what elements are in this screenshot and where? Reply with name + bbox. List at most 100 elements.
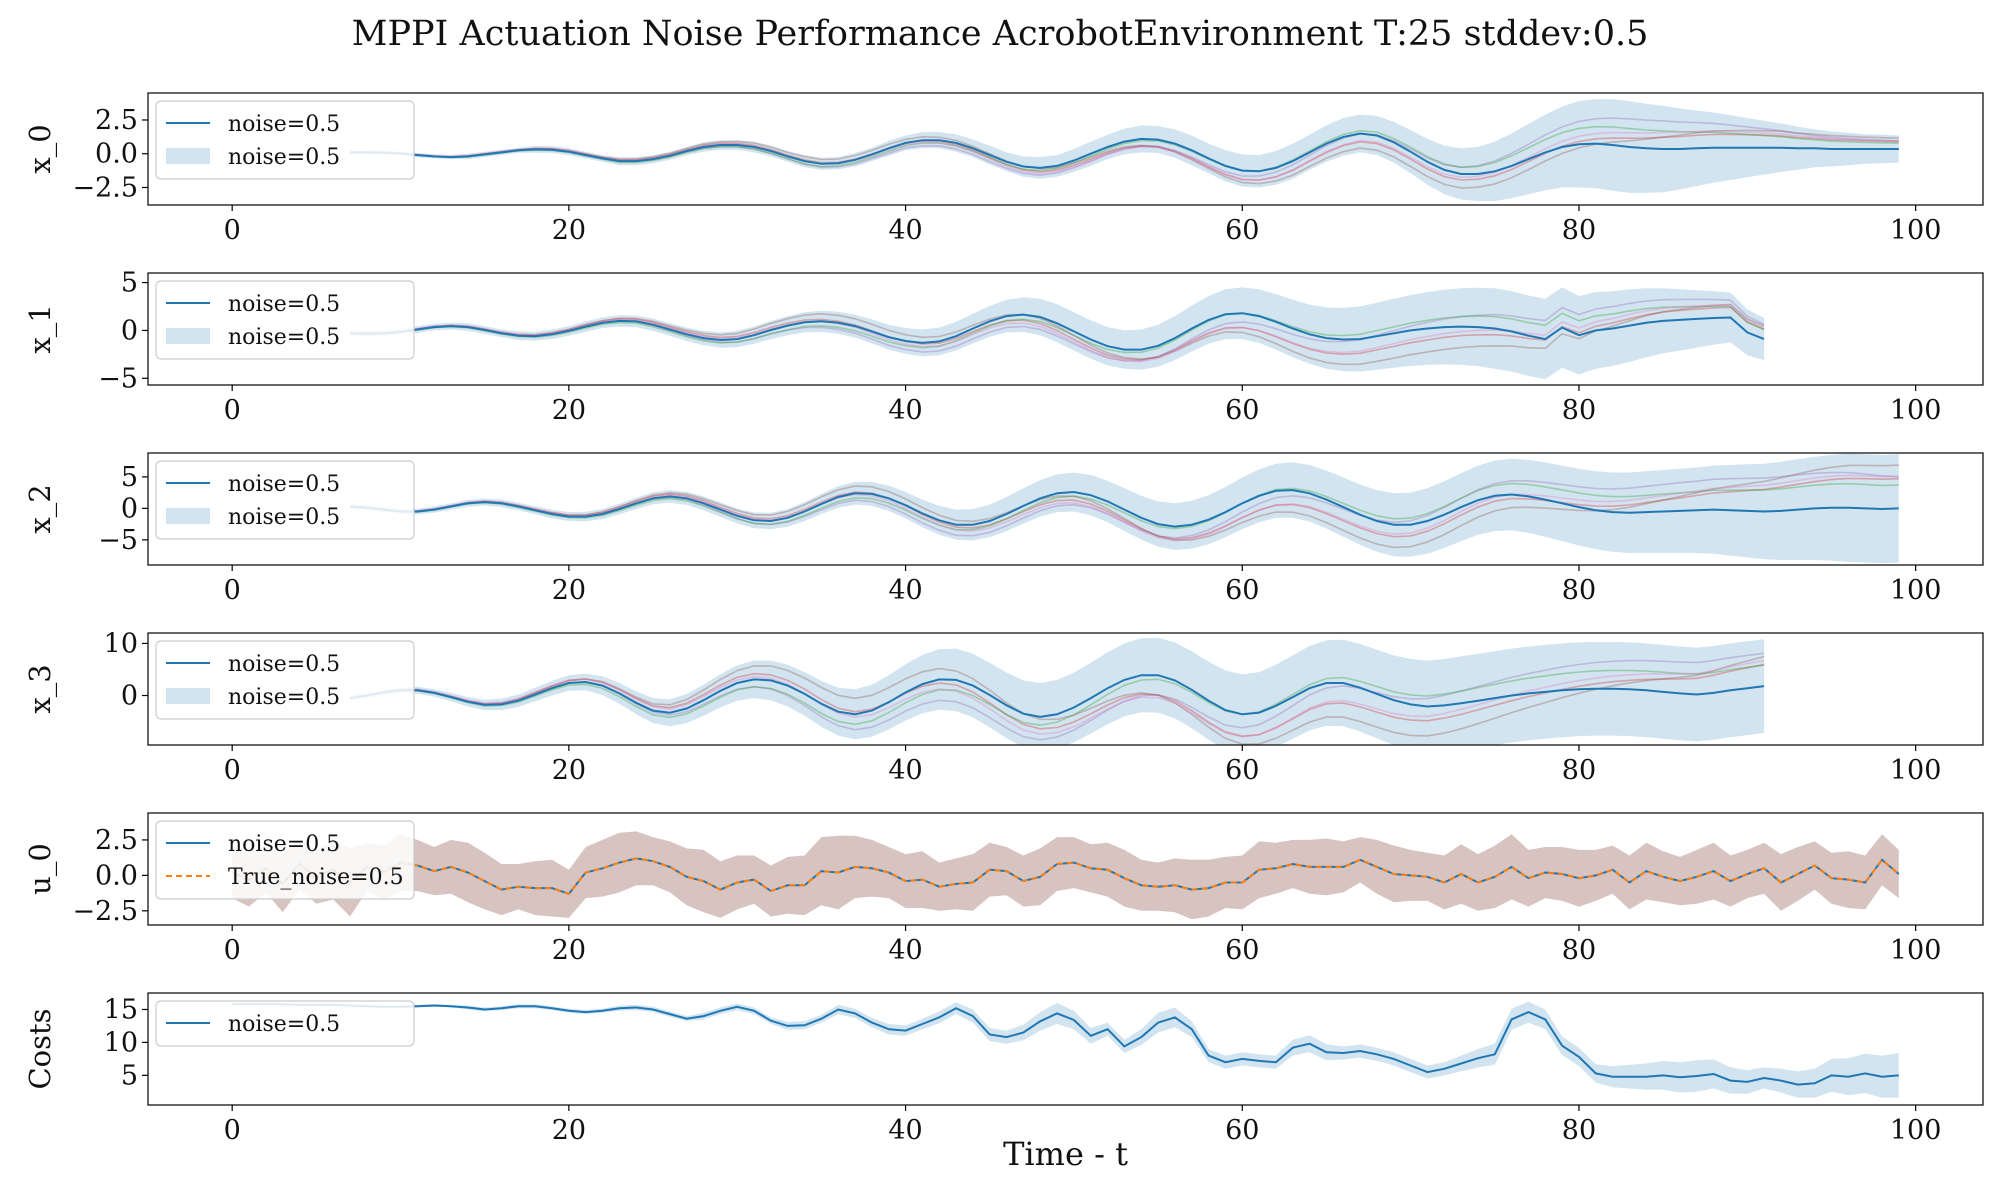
x-tick-label: 80 [1562, 395, 1596, 426]
x-tick-label: 80 [1562, 1115, 1596, 1146]
axes-frame [147, 92, 1984, 206]
rollout-line [349, 477, 1899, 540]
legend-band-icon [166, 688, 210, 704]
subplot-u_0: 0 20 40 60 80 100 −2.5 0.0 2.5 u_0 noise=0.5 True_n… [23, 812, 1984, 966]
x-tick-label: 20 [552, 1115, 586, 1146]
legend-band-icon [166, 328, 210, 344]
x-tick-label: 40 [888, 215, 922, 246]
rollout-line [349, 303, 1765, 366]
y-tick-label: 5 [121, 1060, 138, 1091]
rollout-line [349, 655, 1765, 745]
std-band [350, 453, 1899, 564]
legend-band-icon [166, 148, 210, 164]
x-tick-label: 60 [1225, 1115, 1259, 1146]
x-tick-label: 60 [1225, 575, 1259, 606]
y-tick-label: 10 [104, 628, 138, 659]
rollout-line [350, 133, 1899, 181]
y-tick-label: 5 [121, 268, 138, 299]
rollout-line [350, 129, 1899, 189]
x-tick-label: 60 [1225, 215, 1259, 246]
figure-title: MPPI Actuation Noise Performance Acrobot… [351, 14, 1649, 54]
rollout-line [349, 474, 1899, 542]
legend-frame [155, 280, 415, 360]
x-tick-label: 60 [1225, 935, 1259, 966]
x-tick-label: 0 [224, 1115, 241, 1146]
legend: noise=0.5 noise=0.5 [155, 640, 415, 720]
legend-frame [155, 820, 415, 900]
y-axis-label: Costs [23, 1008, 57, 1089]
legend: noise=0.5 noise=0.5 [155, 460, 415, 540]
y-tick-label: −5 [98, 363, 138, 394]
plot-area [349, 453, 1899, 564]
subplot-x_0: 0 20 40 60 80 100−2.50.02.5x_0 noise=0.5noise=… [23, 92, 1984, 246]
subplot-x_3: 0 20 40 60 80 100 0 10 x_3 noise=0.5 noise=0.5 [23, 628, 1984, 786]
series-line [349, 674, 1765, 718]
plot-area [349, 99, 1899, 201]
legend: noise=0.5 True_noise=0.5 [155, 820, 415, 900]
legend-label: noise=0.5 [228, 112, 340, 137]
legend-label: noise=0.5 [228, 505, 340, 530]
y-tick-label: 15 [104, 994, 138, 1025]
axes-frame [147, 452, 1984, 566]
rollout-line [349, 664, 1765, 727]
legend: noise=0.5 noise=0.5 [155, 280, 415, 360]
rollout-line [349, 659, 1765, 738]
series-line [349, 489, 1899, 528]
x-tick-label: 0 [224, 935, 241, 966]
x-tick-label: 40 [888, 395, 922, 426]
plot-area [349, 637, 1765, 745]
y-tick-label: 0.0 [95, 860, 138, 891]
axes-frame [147, 812, 1984, 926]
x-tick-label: 20 [552, 215, 586, 246]
y-axis-label: u_0 [23, 843, 58, 895]
x-tick-label: 20 [552, 755, 586, 786]
x-tick-label: 40 [888, 1115, 922, 1146]
x-tick-label: 0 [224, 755, 241, 786]
plot-area [231, 831, 1900, 920]
x-tick-label: 0 [224, 575, 241, 606]
x-tick-label: 80 [1562, 935, 1596, 966]
x-tick-label: 40 [888, 755, 922, 786]
y-axis-label: x_3 [23, 664, 58, 713]
x-tick-label: 0 [224, 215, 241, 246]
legend-frame [155, 460, 415, 540]
legend-frame [155, 100, 415, 180]
legend: noise=0.5 noise=0.5 [155, 100, 415, 180]
y-tick-label: 2.5 [95, 825, 138, 856]
x-tick-label: 0 [224, 395, 241, 426]
legend-frame [155, 1000, 415, 1047]
std-band [232, 831, 1899, 920]
series-line [231, 857, 1900, 895]
std-band [350, 287, 1765, 380]
y-axis-label: x_1 [23, 304, 58, 353]
x-tick-label: 60 [1225, 395, 1259, 426]
x-tick-label: 20 [552, 575, 586, 606]
rollout-line [349, 663, 1765, 738]
rollout-line [349, 125, 1899, 172]
y-axis-label: x_2 [23, 484, 58, 533]
x-tick-label: 20 [552, 935, 586, 966]
rollout-line [349, 306, 1765, 361]
rollout-line [349, 305, 1765, 354]
x-tick-label: 60 [1225, 755, 1259, 786]
y-tick-label: 5 [121, 462, 138, 493]
x-tick-label: 100 [1890, 575, 1942, 606]
legend-label: noise=0.5 [228, 1012, 340, 1037]
x-axis-label: Time - t [1003, 1135, 1128, 1173]
legend-label: noise=0.5 [228, 292, 340, 317]
legend: noise=0.5 [155, 1000, 415, 1047]
x-tick-label: 40 [888, 575, 922, 606]
axes-frame [147, 992, 1984, 1106]
axes-frame [147, 632, 1984, 746]
y-tick-label: 0 [121, 315, 138, 346]
x-tick-label: 80 [1562, 755, 1596, 786]
std-band [350, 637, 1765, 745]
x-tick-label: 100 [1890, 395, 1942, 426]
y-tick-label: 0 [121, 493, 138, 524]
y-tick-label: −2.5 [72, 896, 138, 927]
x-tick-label: 100 [1890, 755, 1942, 786]
legend-label: noise=0.5 [228, 145, 340, 170]
